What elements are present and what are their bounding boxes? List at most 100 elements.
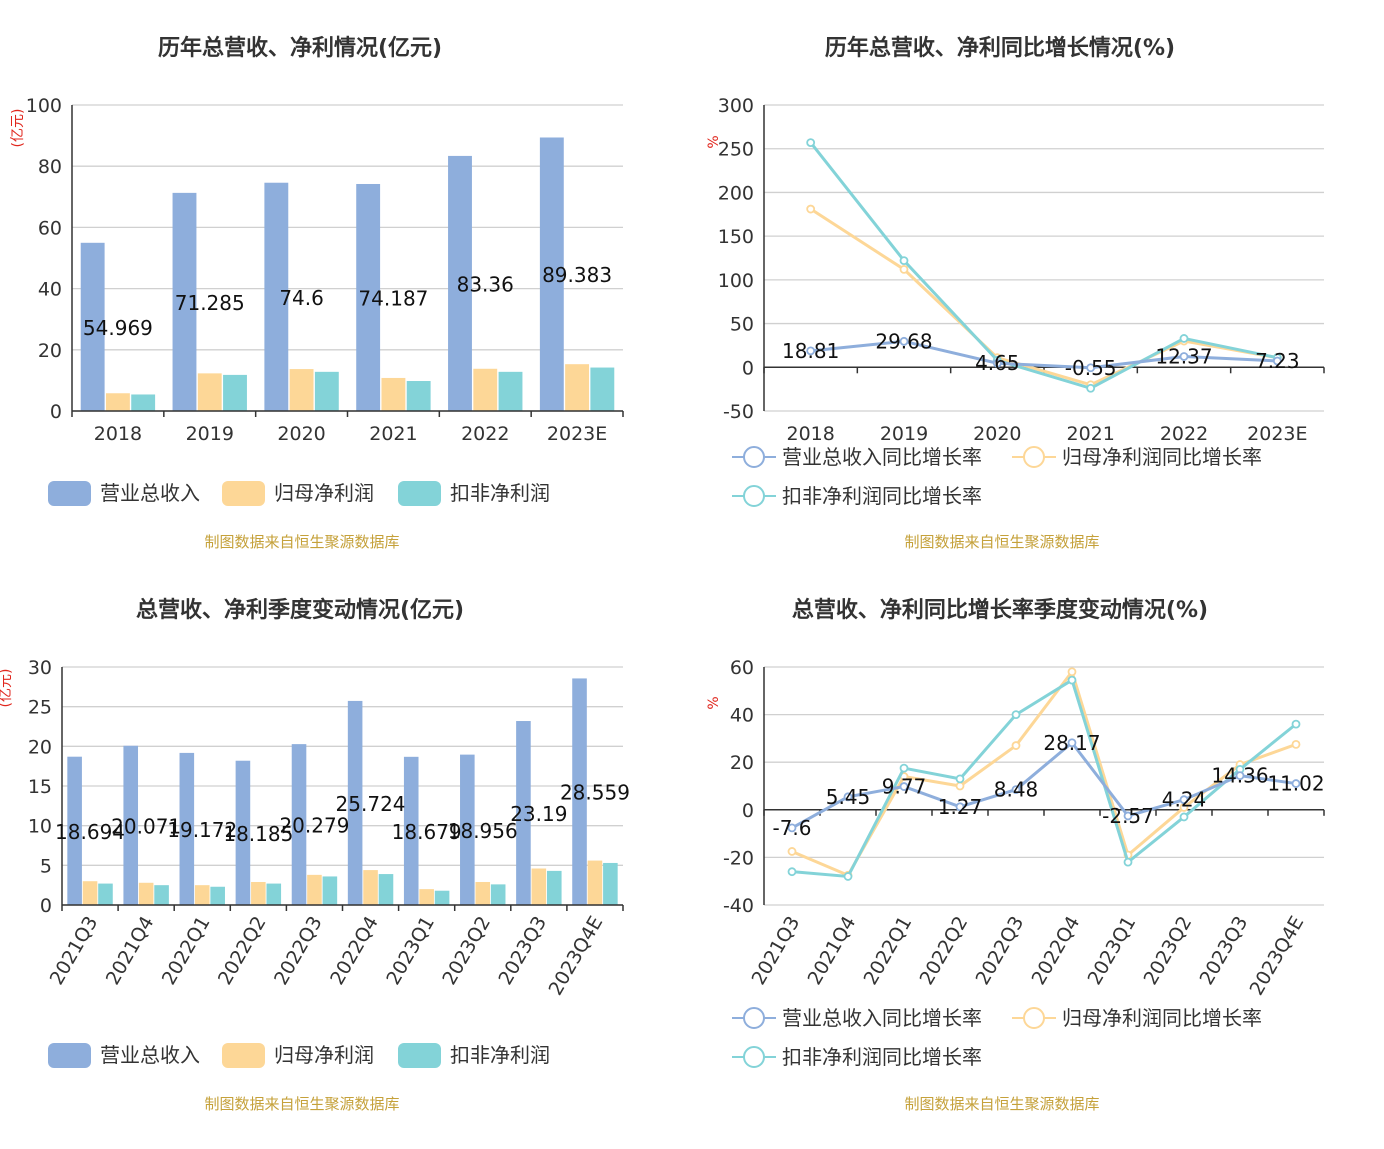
legend-marker-parent_profit [1023,446,1045,468]
legend-marker-deducted_profit [743,1046,765,1068]
point-parent_profit-2021q3 [787,847,797,856]
legend-label-parent_profit: 归母净利润 [274,481,374,505]
data-label-2021: 74.187 [358,286,428,310]
bar-deducted_profit-2022q4 [378,874,394,905]
x-tick-label-2022q1: 2022Q1 [860,913,917,989]
point-revenue-2022q3 [1011,785,1021,795]
point-deducted_profit-2023q2 [1179,812,1189,822]
point-revenue-2022q4 [1067,738,1077,748]
x-axis: 2018 2019 2020 2021 2022 2023E [763,367,1325,445]
line-parent_profit [791,668,1297,878]
bar-parent_profit-2021 [381,377,406,411]
data-label-2020: 4.65 [975,351,1020,375]
x-tick-label-2019: 2019 [186,423,234,445]
data-label-2023q2: 18.956 [448,819,518,843]
bar-revenue-2023q3 [516,721,531,905]
series-revenue [787,738,1301,833]
bar-revenue-2023q1 [403,756,419,905]
series-deducted_profit [787,675,1301,881]
series-parent_profit [82,860,603,905]
annual-growth-panel: 历年总营收、净利同比增长情况(%) % 制图数据来自恒生聚源数据库 -50 0 50… [692,0,1384,575]
point-deducted_profit-2022q1 [899,763,909,773]
point-parent_profit-2022q2 [955,781,965,791]
x-axis: 2021Q3 2021Q4 2022Q1 2022Q2 2022Q3 2022Q4 2023… [46,905,624,999]
bar-deducted_profit-2021 [406,381,431,411]
bar-parent_profit-2023q2 [475,881,491,905]
bar-deducted_profit-2022q3 [322,876,338,905]
x-tick-label-2022q4: 2022Q4 [1028,913,1085,989]
point-parent_profit-2022q4 [1067,667,1077,677]
bar-revenue-2019 [172,192,197,411]
y-tick-label: 100 [26,95,62,117]
point-revenue-2023q3 [1235,771,1245,781]
legend: 营业总收入 归母净利润 扣非净利润 [48,481,550,506]
y-tick-label: 50 [730,314,754,336]
point-revenue-2021 [1086,363,1096,373]
legend-label-revenue: 营业总收入 [100,1043,200,1067]
data-label-2019: 29.68 [875,329,932,353]
y-tick-label: 0 [742,357,754,379]
y-tick-label: 30 [28,657,52,679]
bar-parent_profit-2019 [197,373,222,411]
bar-parent_profit-2022q3 [307,874,322,905]
line-deducted_profit [791,677,1297,879]
legend-label-parent_profit: 归母净利润同比增长率 [1062,445,1262,469]
point-revenue-2021q3 [787,823,797,833]
series-deducted_profit [131,367,615,411]
bar-deducted_profit-2021q3 [98,883,113,905]
data-label-2023e: 7.23 [1255,349,1300,373]
y-tick-label: 20 [38,340,62,362]
legend-swatch-deducted_profit [398,481,441,506]
legend: 营业总收入 归母净利润 扣非净利润 [48,1043,550,1068]
y-axis-unit: (亿元) [10,109,26,148]
y-tick-label: 60 [38,217,62,239]
data-label-2021q3: -7.6 [772,816,811,840]
quarterly-growth-panel: 总营收、净利同比增长率季度变动情况(%) % 制图数据来自恒生聚源数据库 -40… [692,575,1384,1149]
bar-revenue-2020 [264,182,289,411]
x-tick-label-2023e: 2023E [1247,423,1307,445]
bar-revenue-2022q3 [291,744,307,905]
y-tick-label: 250 [718,139,754,161]
x-tick-label-2023q4e: 2023Q4E [1246,913,1309,1000]
point-revenue-2023q1 [1123,811,1133,821]
bar-revenue-2023q2 [460,754,475,905]
point-deducted_profit-2023q1 [1123,857,1133,867]
x-tick-label-2023e: 2023E [547,423,607,445]
annual-revenue-profit-chart: 历年总营收、净利情况(亿元) (亿元) 制图数据来自恒生聚源数据库 0 20 40 6… [10,35,624,551]
series-parent_profit [105,364,590,411]
data-label-2021q3: 18.694 [55,820,125,844]
data-label-2022q3: 20.279 [279,814,349,838]
legend-marker-revenue [743,446,765,468]
data-label-2021q4: 20.071 [111,814,181,838]
x-axis: 2018 2019 2020 2021 2022 2023E [71,411,624,445]
bar-revenue-2022q1 [179,752,195,905]
legend-label-deducted_profit: 扣非净利润同比增长率 [782,1045,982,1069]
y-tick-label: -20 [723,847,754,869]
data-label-2022: 83.36 [457,272,514,296]
x-tick-label-2020: 2020 [277,423,325,445]
x-tick-label-2021q3: 2021Q3 [46,913,103,989]
x-tick-label-2022q2: 2022Q2 [916,913,973,989]
y-axis-unit: % [706,696,722,709]
bar-deducted_profit-2023q2 [490,884,506,905]
x-tick-label-2022q2: 2022Q2 [214,913,271,989]
bar-parent_profit-2023q3 [531,868,547,905]
bar-parent_profit-2022 [473,368,498,411]
data-label-2023q1: -2.57 [1102,804,1154,828]
x-tick-label-2023q2: 2023Q2 [438,913,495,989]
legend-label-deducted_profit: 扣非净利润 [450,481,550,505]
data-source-note: 制图数据来自恒生聚源数据库 [204,533,399,551]
y-tick-label: 100 [718,270,754,292]
quarterly-revenue-profit-chart: 总营收、净利季度变动情况(亿元) (亿元) 制图数据来自恒生聚源数据库 0 5 10… [0,597,630,1113]
data-label-2022q4: 25.724 [336,792,406,816]
y-tick-label: 80 [38,156,62,178]
chart-title: 总营收、净利季度变动情况(亿元) [136,597,464,623]
y-tick-label: 0 [40,895,52,917]
x-tick-label-2022q3: 2022Q3 [972,913,1029,989]
bar-parent_profit-2022q2 [251,881,266,905]
legend-swatch-revenue [48,1043,91,1068]
series-parent_profit [787,667,1301,880]
data-label-2020: 74.6 [279,286,324,310]
point-revenue-2021q4 [843,792,853,802]
